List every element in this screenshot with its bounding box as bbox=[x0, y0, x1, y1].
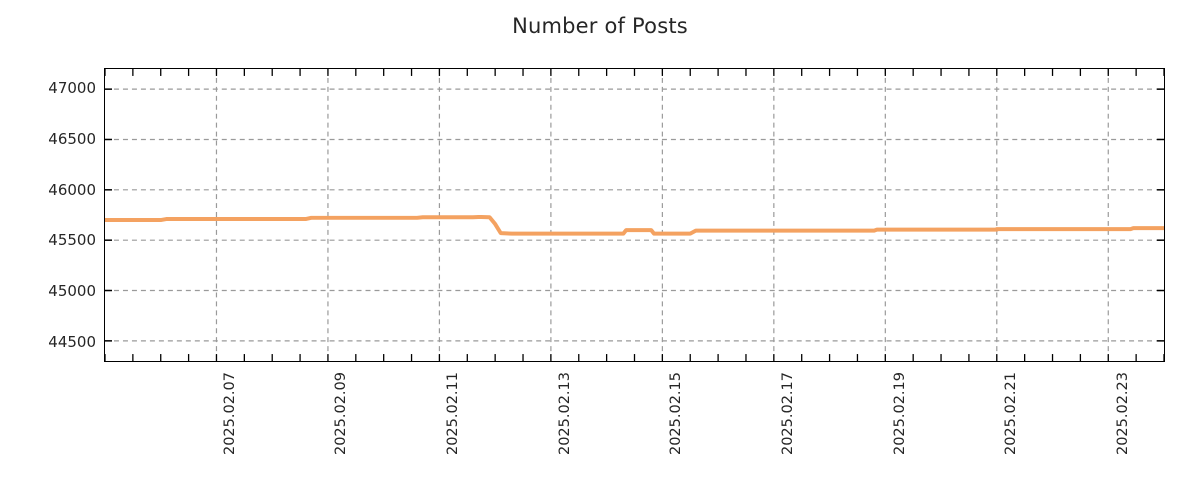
y-axis-tick-labels: 47000 46500 46000 45500 45000 44500 bbox=[0, 68, 96, 362]
y-axis-tick-label: 45000 bbox=[48, 282, 96, 301]
y-axis-tick-label: 46000 bbox=[48, 180, 96, 199]
x-axis-tick-label: 2025.02.09 bbox=[333, 372, 350, 456]
plot-area bbox=[104, 68, 1165, 362]
data-series-layer bbox=[105, 215, 1164, 236]
data-line-number-of-posts bbox=[105, 215, 1164, 236]
x-axis-tick-label: 2025.02.11 bbox=[445, 372, 462, 456]
y-axis-tick-label: 47000 bbox=[48, 79, 96, 98]
x-axis-tick-label: 2025.02.19 bbox=[891, 372, 908, 456]
chart-title: Number of Posts bbox=[512, 14, 688, 38]
x-axis-tick-label: 2025.02.23 bbox=[1115, 372, 1132, 456]
grid-layer bbox=[104, 69, 1165, 361]
y-axis-tick-label: 45500 bbox=[48, 231, 96, 250]
x-axis-tick-label: 2025.02.17 bbox=[780, 372, 797, 456]
x-axis-tick-labels: 2025.02.07 2025.02.09 2025.02.11 2025.02.13… bbox=[0, 372, 1200, 492]
y-axis-tick-label: 44500 bbox=[48, 332, 96, 351]
y-axis-tick-label: 46500 bbox=[48, 129, 96, 148]
x-axis-tick-label: 2025.02.07 bbox=[221, 372, 238, 456]
x-axis-tick-label: 2025.02.15 bbox=[668, 372, 685, 456]
x-axis-tick-label: 2025.02.13 bbox=[556, 372, 573, 456]
x-axis-tick-label: 2025.02.21 bbox=[1003, 372, 1020, 456]
